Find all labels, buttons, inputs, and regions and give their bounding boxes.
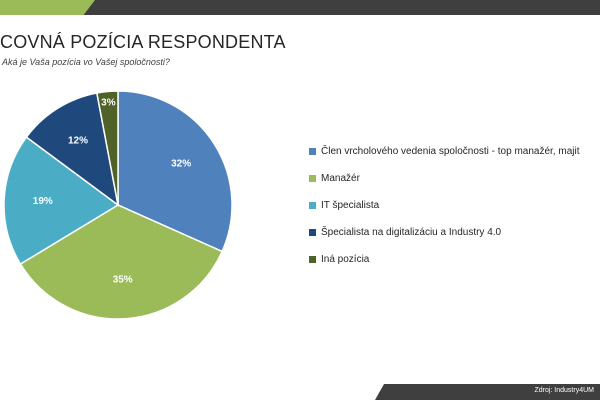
chart-subtitle: Aká je Vaša pozícia vo Vašej spoločnosti… (2, 57, 170, 67)
legend-label-2: IT špecialista (321, 200, 380, 211)
pie-data-label-4: 3% (101, 97, 116, 108)
pie-slice-1 (19, 204, 224, 320)
source-note: Zdroj: Industry4UM (534, 387, 594, 394)
pie-slice-0 (117, 90, 233, 253)
legend-swatch-2 (309, 202, 316, 209)
pie-slice-2 (3, 136, 120, 266)
top-bar-accent (0, 0, 95, 15)
legend-label-0: Člen vrcholového vedenia spoločnosti - t… (321, 146, 580, 157)
top-bar (0, 0, 600, 15)
pie-slice-3 (25, 92, 120, 207)
pie-data-label-3: 12% (68, 136, 88, 147)
legend-item-1: Manažér (309, 165, 600, 192)
pie-chart: 32% 35% 19% 12% 3% (3, 90, 233, 320)
pie-slice-4 (95, 90, 119, 206)
legend-swatch-0 (309, 148, 316, 155)
page-title: COVNÁ POZÍCIA RESPONDENTA (0, 32, 286, 52)
legend-swatch-1 (309, 175, 316, 182)
chart-legend: Člen vrcholového vedenia spoločnosti - t… (309, 138, 600, 273)
legend-item-4: Iná pozícia (309, 246, 600, 273)
legend-item-2: IT špecialista (309, 192, 600, 219)
footer-bar (375, 384, 600, 400)
legend-label-1: Manažér (321, 173, 360, 184)
pie-data-label-2: 19% (33, 196, 53, 207)
legend-item-3: Špecialista na digitalizáciu a Industry … (309, 219, 600, 246)
legend-item-0: Člen vrcholového vedenia spoločnosti - t… (309, 138, 600, 165)
legend-label-4: Iná pozícia (321, 254, 370, 265)
pie-data-label-1: 35% (113, 275, 133, 286)
legend-swatch-3 (309, 229, 316, 236)
legend-swatch-4 (309, 256, 316, 263)
pie-data-label-0: 32% (171, 159, 191, 170)
legend-label-3: Špecialista na digitalizáciu a Industry … (321, 227, 502, 238)
